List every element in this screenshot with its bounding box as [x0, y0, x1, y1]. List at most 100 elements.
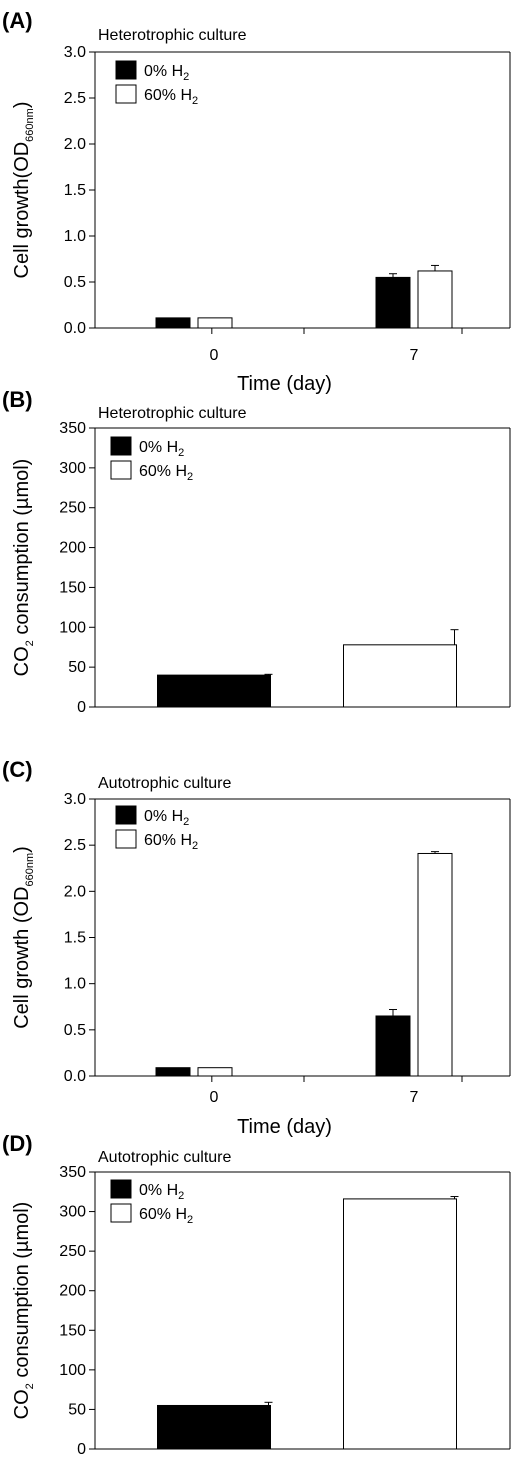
legend-label-sub: 2	[187, 1214, 193, 1226]
y-tick-label: 3.0	[64, 44, 86, 61]
y-tick-label: 300	[59, 460, 86, 477]
y-tick-label: 200	[59, 1283, 86, 1300]
y-tick-label: 2.0	[64, 883, 86, 900]
x-tick-label: 7	[410, 347, 419, 364]
y-tick-label: 1.0	[64, 228, 86, 245]
bar	[417, 852, 453, 1077]
legend-swatch	[110, 460, 132, 480]
legend-label-sub: 2	[178, 447, 184, 459]
bar	[343, 644, 457, 708]
y-tick-label: 2.0	[64, 136, 86, 153]
chart-title: Heterotrophic culture	[98, 405, 247, 422]
legend-label-main: 0% H	[144, 808, 183, 825]
legend-label-sub: 2	[178, 1190, 184, 1202]
legend-label-main: 0% H	[139, 439, 178, 456]
legend-swatch	[110, 1179, 132, 1199]
legend-swatch	[115, 60, 137, 80]
panel-label: (D)	[2, 1131, 33, 1156]
panel-d: (D) Autotrophic culture 0 50 100 150 200 250 300…	[2, 1131, 511, 1458]
y-tick-label: 350	[59, 1164, 86, 1181]
panel-a: (A) Heterotrophic culture 0.0 0.5 1.0 1.5 2.0 2…	[2, 8, 511, 395]
legend-label: 0% H2	[144, 808, 189, 828]
y-axis-title-main: CO	[11, 1389, 33, 1419]
bar	[343, 1198, 457, 1450]
y-tick-label: 150	[59, 579, 86, 596]
y-tick-label: 150	[59, 1322, 86, 1339]
y-tick-label: 0.0	[64, 1068, 86, 1085]
legend-swatch	[110, 1203, 132, 1223]
bar	[157, 1404, 271, 1450]
y-tick-label: 50	[68, 659, 86, 676]
y-axis-title-tail: consumption (µmol)	[11, 459, 33, 641]
legend-label-main: 60% H	[139, 463, 187, 480]
bar	[157, 674, 271, 708]
y-tick-label: 0	[77, 1441, 86, 1458]
y-tick-label: 1.0	[64, 976, 86, 993]
y-tick-label: 3.0	[64, 791, 86, 808]
legend-label-sub: 2	[187, 471, 193, 483]
y-axis-title: Cell growth(OD660nm)	[11, 101, 36, 278]
panel-label: (B)	[2, 387, 33, 412]
y-tick-label: 250	[59, 1243, 86, 1260]
y-axis-title-sub: 660nm	[24, 108, 36, 142]
y-tick-label: 0.5	[64, 274, 86, 291]
legend-label-main: 0% H	[139, 1182, 178, 1199]
y-axis-title-sub: 2	[24, 1383, 36, 1389]
chart-title: Autotrophic culture	[98, 1149, 232, 1166]
y-axis-title: Cell growth (OD660nm)	[11, 846, 36, 1029]
panel-b: (B) Heterotrophic culture 0 50 100 150 200 250 3…	[2, 387, 511, 716]
y-axis-title: CO2 consumption (µmol)	[11, 1202, 36, 1420]
x-axis-title: Time (day)	[237, 1116, 332, 1138]
legend-label: 60% H2	[144, 832, 198, 852]
x-axis-title: Time (day)	[237, 373, 332, 395]
legend-label-sub: 2	[192, 95, 198, 107]
y-tick-label: 0.0	[64, 320, 86, 337]
y-tick-label: 100	[59, 1362, 86, 1379]
legend-swatch	[115, 829, 137, 849]
bar	[375, 1015, 411, 1077]
x-tick-label: 7	[410, 1089, 419, 1106]
bar	[417, 270, 453, 329]
y-axis-title: CO2 consumption (µmol)	[11, 459, 36, 677]
legend-label-sub: 2	[183, 816, 189, 828]
y-tick-label: 0.5	[64, 1022, 86, 1039]
x-tick-label: 0	[210, 347, 219, 364]
legend-label-main: 0% H	[144, 63, 183, 80]
y-tick-label: 300	[59, 1204, 86, 1221]
legend-swatch	[115, 84, 137, 104]
y-tick-label: 1.5	[64, 930, 86, 947]
y-axis-title-tail: )	[11, 846, 33, 853]
bar	[197, 317, 233, 329]
legend-label: 60% H2	[139, 463, 193, 483]
legend-swatch	[110, 436, 132, 456]
y-axis-title-main: Cell growth(OD	[11, 142, 33, 279]
bar	[155, 317, 191, 329]
legend-label-sub: 2	[183, 71, 189, 83]
legend-label: 0% H2	[144, 63, 189, 83]
legend-swatch	[115, 805, 137, 825]
y-tick-label: 2.5	[64, 837, 86, 854]
y-axis-title-tail: )	[11, 101, 33, 108]
y-axis-title-tail: consumption (µmol)	[11, 1202, 33, 1384]
bar	[155, 1067, 191, 1077]
y-tick-label: 200	[59, 540, 86, 557]
bar	[197, 1067, 233, 1077]
x-tick-label: 0	[210, 1089, 219, 1106]
panel-label: (C)	[2, 757, 33, 782]
legend-label-main: 60% H	[139, 1206, 187, 1223]
y-axis-title-sub: 660nm	[24, 853, 36, 887]
panel-label: (A)	[2, 8, 33, 33]
bar	[375, 276, 411, 329]
panel-c: (C) Autotrophic culture 0.0 0.5 1.0 1.5 2.0 2.5…	[2, 757, 511, 1138]
y-axis-title-sub: 2	[24, 640, 36, 646]
y-tick-label: 250	[59, 500, 86, 517]
y-tick-label: 2.5	[64, 90, 86, 107]
y-tick-label: 0	[77, 699, 86, 716]
legend-label: 0% H2	[139, 439, 184, 459]
legend-label: 0% H2	[139, 1182, 184, 1202]
y-tick-label: 350	[59, 420, 86, 437]
chart-title: Heterotrophic culture	[98, 27, 247, 44]
legend-label: 60% H2	[139, 1206, 193, 1226]
y-tick-label: 100	[59, 619, 86, 636]
